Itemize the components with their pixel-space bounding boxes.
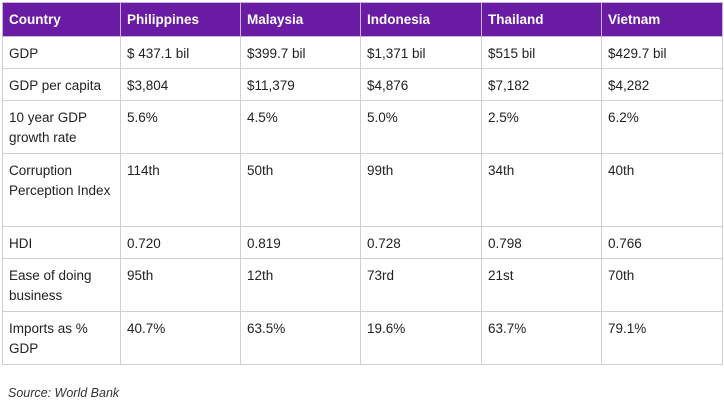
table-cell: 0.819 (240, 226, 361, 259)
table-cell: 73rd (360, 258, 482, 312)
table-row: Ease of doing business 95th 12th 73rd 21… (2, 258, 723, 312)
header-row: Country Philippines Malaysia Indonesia T… (2, 2, 723, 37)
table-cell: $ 437.1 bil (120, 36, 241, 69)
row-label: Ease of doing business (2, 258, 121, 312)
table-cell: 79.1% (601, 311, 723, 365)
table-cell: 4.5% (240, 100, 361, 154)
table-cell: $429.7 bil (601, 36, 723, 69)
header-malaysia: Malaysia (240, 2, 361, 37)
table-cell: $399.7 bil (240, 36, 361, 69)
table-row: Corruption Perception Index 114th 50th 9… (2, 153, 723, 227)
table-row: GDP $ 437.1 bil $399.7 bil $1,371 bil $5… (2, 36, 723, 69)
source-note: Source: World Bank (8, 386, 120, 400)
row-label: Corruption Perception Index (2, 153, 121, 227)
row-label: Imports as % GDP (2, 311, 121, 365)
table-cell: 5.6% (120, 100, 241, 154)
table-cell: 99th (360, 153, 482, 227)
row-label: GDP per capita (2, 68, 121, 101)
comparison-table: Country Philippines Malaysia Indonesia T… (2, 2, 723, 365)
table-cell: 0.728 (360, 226, 482, 259)
table-row: Imports as % GDP 40.7% 63.5% 19.6% 63.7%… (2, 311, 723, 365)
table-cell: 114th (120, 153, 241, 227)
table-row: HDI 0.720 0.819 0.728 0.798 0.766 (2, 226, 723, 259)
table-cell: 34th (481, 153, 602, 227)
table-cell: 21st (481, 258, 602, 312)
table-cell: 40.7% (120, 311, 241, 365)
row-label: 10 year GDP growth rate (2, 100, 121, 154)
table-cell: 5.0% (360, 100, 482, 154)
table-cell: 0.720 (120, 226, 241, 259)
table-cell: 19.6% (360, 311, 482, 365)
table-cell: 2.5% (481, 100, 602, 154)
row-label: HDI (2, 226, 121, 259)
table-cell: $7,182 (481, 68, 602, 101)
table-row: 10 year GDP growth rate 5.6% 4.5% 5.0% 2… (2, 100, 723, 154)
header-indonesia: Indonesia (360, 2, 482, 37)
table-cell: 6.2% (601, 100, 723, 154)
table-cell: 70th (601, 258, 723, 312)
table-cell: 12th (240, 258, 361, 312)
header-philippines: Philippines (120, 2, 241, 37)
table-cell: $515 bil (481, 36, 602, 69)
table-cell: $3,804 (120, 68, 241, 101)
row-label: GDP (2, 36, 121, 69)
table-cell: 63.7% (481, 311, 602, 365)
table-row: GDP per capita $3,804 $11,379 $4,876 $7,… (2, 68, 723, 101)
table-cell: 50th (240, 153, 361, 227)
header-vietnam: Vietnam (601, 2, 723, 37)
table-cell: $1,371 bil (360, 36, 482, 69)
table-cell: 63.5% (240, 311, 361, 365)
table-cell: 0.798 (481, 226, 602, 259)
table-cell: $11,379 (240, 68, 361, 101)
table-cell: 0.766 (601, 226, 723, 259)
table-cell: $4,876 (360, 68, 482, 101)
table-cell: $4,282 (601, 68, 723, 101)
table-cell: 95th (120, 258, 241, 312)
header-country: Country (2, 2, 121, 37)
header-thailand: Thailand (481, 2, 602, 37)
table-cell: 40th (601, 153, 723, 227)
